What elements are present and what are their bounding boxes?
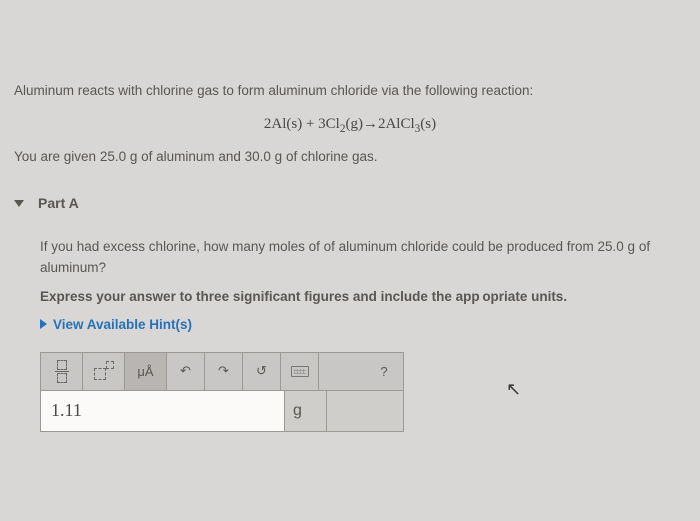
hints-label: View Available Hint(s) [53, 317, 192, 332]
superscript-tool-button[interactable] [83, 353, 125, 390]
units-tool-button[interactable]: μÅ [125, 353, 167, 390]
question-text: If you had excess chlorine, how many mol… [40, 237, 672, 279]
answer-box: μÅ ↶ ↷ ↺ ? g [40, 352, 404, 432]
superscript-icon [94, 362, 114, 380]
fraction-tool-button[interactable] [41, 353, 83, 390]
part-a-header[interactable]: Part A [0, 167, 700, 219]
reset-icon: ↺ [256, 363, 267, 379]
part-label: Part A [38, 195, 79, 211]
mu-angstrom-label: μÅ [137, 364, 153, 379]
help-button[interactable]: ? [365, 353, 403, 390]
input-filler [327, 391, 403, 431]
chevron-right-icon [40, 319, 47, 329]
keyboard-icon [291, 366, 309, 377]
answer-toolbar: μÅ ↶ ↷ ↺ ? [41, 353, 403, 391]
answer-input[interactable] [41, 391, 285, 431]
unit-cell[interactable]: g [285, 391, 327, 431]
redo-icon: ↷ [218, 363, 229, 379]
instruction-text: Express your answer to three significant… [40, 289, 672, 304]
problem-intro: Aluminum reacts with chlorine gas to for… [14, 80, 686, 102]
fraction-icon [55, 359, 69, 384]
given-values: You are given 25.0 g of aluminum and 30.… [14, 146, 686, 168]
view-hints-link[interactable]: View Available Hint(s) [40, 317, 192, 332]
toolbar-spacer [319, 353, 365, 390]
redo-button[interactable]: ↷ [205, 353, 243, 390]
undo-button[interactable]: ↶ [167, 353, 205, 390]
help-icon: ? [380, 364, 387, 379]
reaction-equation: 2Al(s) + 3Cl2(g)→2AlCl3(s) [14, 102, 686, 146]
undo-icon: ↶ [180, 363, 191, 379]
unit-label: g [293, 402, 302, 420]
keyboard-button[interactable] [281, 353, 319, 390]
reset-button[interactable]: ↺ [243, 353, 281, 390]
collapse-icon [14, 200, 24, 207]
